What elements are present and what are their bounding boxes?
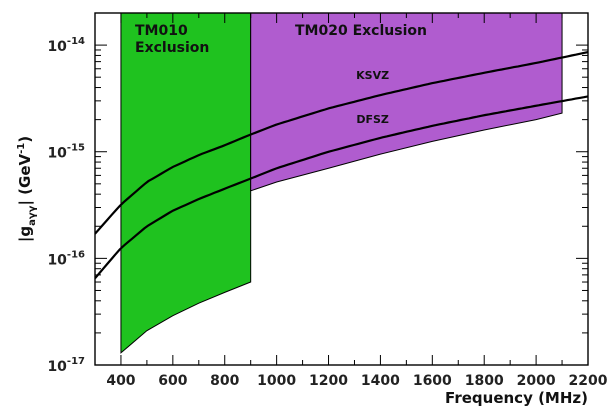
x-tick-label: 1800	[465, 373, 504, 389]
tm010-exclusion-label: TM010	[135, 23, 188, 39]
y-axis-title: |gaγγ| (GeV-1)	[16, 136, 38, 242]
tm020-exclusion-label: TM020 Exclusion	[295, 23, 427, 39]
dfsz-label: DFSZ	[356, 113, 389, 126]
y-tick-label: 10-14	[47, 36, 85, 55]
y-tick-label: 10-15	[47, 143, 85, 162]
tm020-exclusion-region	[250, 13, 563, 192]
x-tick-label: 1200	[309, 373, 348, 389]
x-tick-label: 400	[106, 373, 135, 389]
y-tick-label: 10-17	[47, 356, 85, 375]
y-tick-label: 10-16	[47, 249, 85, 268]
tm010-exclusion-region	[120, 13, 252, 354]
x-tick-label: 2200	[569, 373, 608, 389]
ksvz-curve	[95, 51, 588, 235]
x-tick-label: 2000	[517, 373, 556, 389]
x-axis-title: Frequency (MHz)	[445, 389, 588, 407]
x-tick-label: 600	[158, 373, 187, 389]
tm010-exclusion-label-line2: Exclusion	[135, 40, 209, 56]
x-tick-label: 1600	[413, 373, 452, 389]
coupling-curves	[95, 51, 588, 280]
x-tick-label: 1000	[257, 373, 296, 389]
exclusion-regions	[120, 13, 563, 354]
x-tick-label: 800	[210, 373, 239, 389]
dfsz-curve	[95, 95, 588, 280]
ksvz-label: KSVZ	[356, 69, 389, 82]
plot-frame	[94, 12, 589, 366]
x-tick-label: 1400	[361, 373, 400, 389]
